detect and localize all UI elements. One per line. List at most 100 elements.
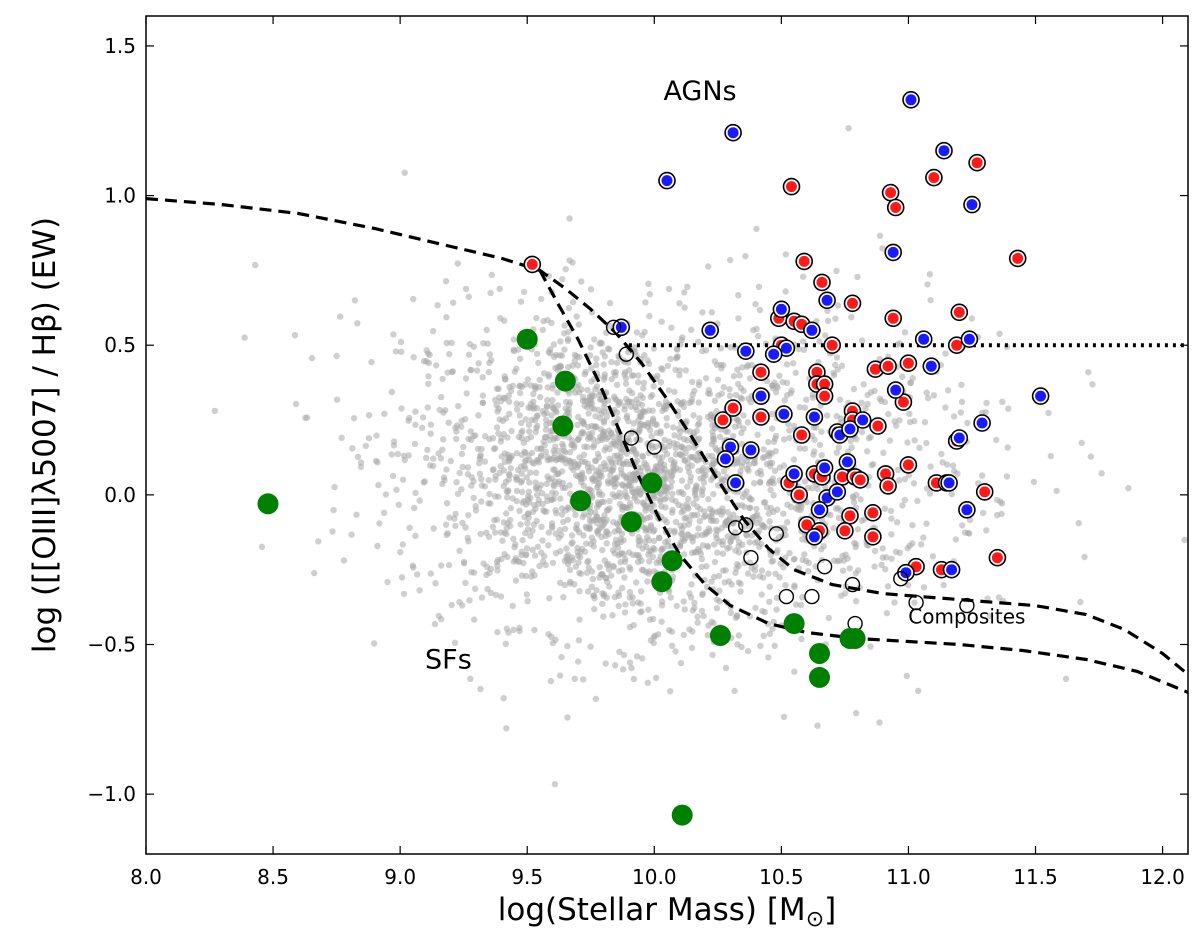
background-point xyxy=(714,376,722,383)
background-point xyxy=(682,367,689,374)
background-point xyxy=(401,169,408,176)
background-point xyxy=(633,329,641,336)
background-point xyxy=(766,518,773,525)
background-point xyxy=(862,405,869,412)
agn-point xyxy=(836,471,848,483)
agn-point xyxy=(704,324,716,336)
background-point xyxy=(678,336,685,344)
background-point xyxy=(430,455,437,462)
background-point xyxy=(545,529,553,536)
background-point xyxy=(398,405,405,412)
background-point xyxy=(513,497,520,505)
background-point xyxy=(475,360,482,367)
background-point xyxy=(412,408,419,415)
background-point xyxy=(627,500,634,507)
background-point xyxy=(882,566,889,573)
background-point xyxy=(719,550,727,557)
background-point xyxy=(767,463,774,470)
star-forming-point xyxy=(516,328,538,350)
background-point xyxy=(716,598,723,605)
background-point xyxy=(876,719,883,726)
background-point xyxy=(753,225,760,233)
agn-point xyxy=(854,474,866,486)
background-point xyxy=(538,490,546,497)
background-point xyxy=(746,504,754,512)
background-point xyxy=(456,469,463,477)
background-point xyxy=(601,353,609,360)
background-point xyxy=(758,591,765,598)
background-point xyxy=(588,404,596,412)
background-point xyxy=(858,399,865,406)
agn-point xyxy=(801,519,813,531)
background-point xyxy=(694,619,701,626)
background-point xyxy=(481,433,489,440)
background-point xyxy=(888,531,895,538)
agn-point xyxy=(946,564,958,576)
background-point xyxy=(526,457,533,464)
background-point xyxy=(623,412,631,419)
background-point xyxy=(397,338,405,346)
background-point xyxy=(586,393,594,400)
background-point xyxy=(439,446,446,453)
star-forming-point xyxy=(809,666,830,688)
agn-point xyxy=(839,525,851,537)
background-point xyxy=(444,369,451,376)
background-point xyxy=(547,677,555,685)
background-point xyxy=(443,500,451,507)
background-point xyxy=(365,412,373,419)
background-point xyxy=(315,538,322,545)
background-point xyxy=(411,440,419,448)
star-forming-point xyxy=(570,490,592,512)
background-point xyxy=(876,232,884,239)
background-point xyxy=(424,446,431,454)
background-point xyxy=(585,430,593,438)
background-point xyxy=(864,448,871,455)
background-point xyxy=(633,653,641,660)
background-point xyxy=(691,387,698,395)
background-point xyxy=(599,600,606,608)
background-point xyxy=(443,531,450,538)
background-point xyxy=(477,530,484,538)
background-point xyxy=(771,642,778,649)
background-point xyxy=(603,540,610,547)
background-point xyxy=(923,389,930,396)
background-point xyxy=(508,427,515,435)
background-point xyxy=(619,584,626,592)
background-point xyxy=(381,410,388,417)
background-point xyxy=(458,486,465,493)
background-point xyxy=(527,532,534,540)
background-point xyxy=(371,640,378,647)
background-point xyxy=(616,489,623,496)
background-point xyxy=(302,414,309,422)
background-point xyxy=(751,567,759,574)
background-point xyxy=(737,588,744,595)
agn-point xyxy=(755,390,767,402)
background-point xyxy=(472,432,479,439)
background-point xyxy=(600,376,608,383)
background-point xyxy=(999,398,1006,405)
background-point xyxy=(958,398,966,405)
background-point xyxy=(832,361,839,369)
background-point xyxy=(597,426,605,433)
background-point xyxy=(716,587,723,594)
background-point xyxy=(534,543,542,550)
background-point xyxy=(780,510,787,517)
background-point xyxy=(638,557,645,564)
x-axis-title: log(Stellar Mass) [M⊙] xyxy=(498,892,836,932)
background-point xyxy=(681,456,688,464)
background-point xyxy=(588,365,595,372)
agn-point xyxy=(890,202,902,213)
background-point xyxy=(631,494,638,502)
background-point xyxy=(797,601,805,609)
background-point xyxy=(583,569,591,576)
background-point xyxy=(552,550,560,557)
background-point xyxy=(600,408,608,415)
background-point xyxy=(592,457,600,465)
background-point xyxy=(769,475,776,482)
background-point xyxy=(719,567,727,574)
background-point xyxy=(668,478,675,486)
background-point xyxy=(735,315,742,322)
background-point xyxy=(780,713,788,720)
background-point xyxy=(982,409,989,416)
background-point xyxy=(650,537,658,545)
